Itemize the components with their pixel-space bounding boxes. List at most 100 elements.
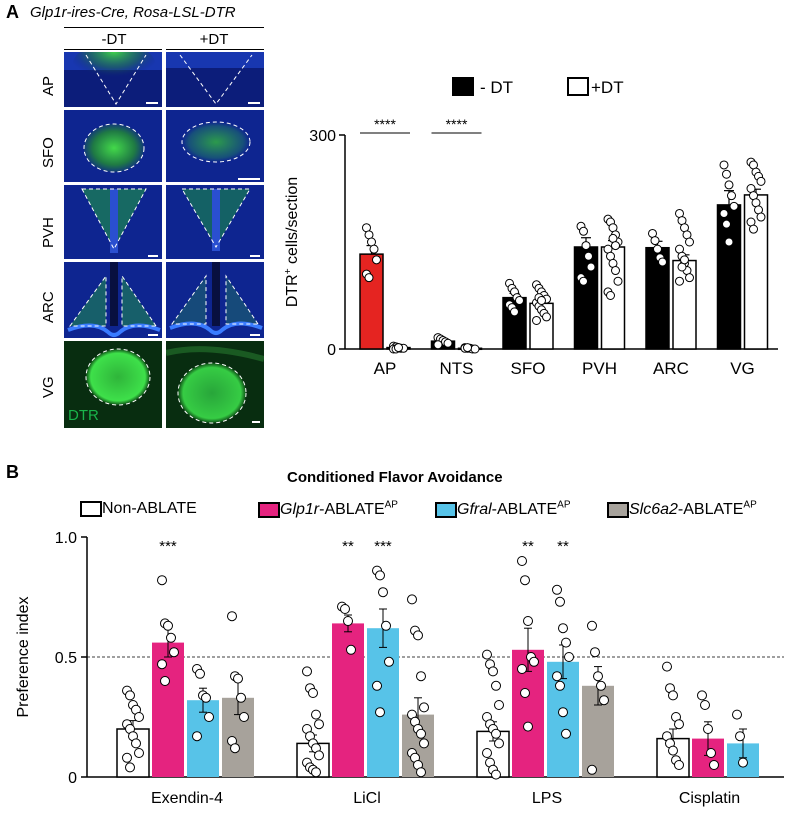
data-point xyxy=(311,709,321,720)
genotype-label: Glp1r-ires-Cre, Rosa-LSL-DTR xyxy=(30,4,236,21)
row-label-sfo: SFO xyxy=(40,137,57,168)
legend-swatch-plus-dt xyxy=(567,77,589,96)
y-label-sup: + xyxy=(283,268,294,274)
legend-text-slc6a2: -ABLATE xyxy=(677,501,744,519)
data-point xyxy=(581,241,591,251)
data-point xyxy=(579,276,588,286)
data-point xyxy=(596,680,606,691)
legend-text-glp1r: -ABLATE xyxy=(319,501,385,519)
legend-non-ablate: Non-ABLATE xyxy=(80,500,197,518)
data-point xyxy=(653,244,662,254)
data-point xyxy=(611,266,620,276)
significance-stars: **** xyxy=(446,116,468,132)
data-point xyxy=(470,344,480,354)
data-point xyxy=(236,692,246,703)
y-tick-label-b: 0.5 xyxy=(55,650,77,667)
x-tick-label-b: LiCl xyxy=(353,790,381,807)
panel-a-letter: A xyxy=(6,2,19,22)
data-point xyxy=(587,620,597,631)
data-point xyxy=(163,620,173,631)
preference-index-chart: 0 0.5 1.0 Preference index Exendin-4 LiCl LPS C… xyxy=(15,530,784,807)
data-point xyxy=(727,191,736,201)
data-point xyxy=(160,676,170,686)
legend-italic-slc6a2: Slc6a2 xyxy=(629,501,678,519)
micrograph-vg-plus-dt xyxy=(166,341,264,428)
legend-glp1r: Glp1r-ABLATEAP xyxy=(258,500,398,519)
data-point xyxy=(532,315,541,325)
data-point xyxy=(674,719,684,730)
data-point xyxy=(378,587,388,598)
data-point xyxy=(125,762,135,773)
legend-italic-gfral: Gfral xyxy=(457,501,492,519)
data-point xyxy=(729,201,739,211)
data-point xyxy=(433,340,443,350)
data-point xyxy=(381,620,391,631)
bar xyxy=(573,246,599,350)
data-point xyxy=(558,623,568,634)
data-point xyxy=(372,255,381,265)
data-point xyxy=(340,604,350,614)
data-point xyxy=(724,180,734,190)
y-tick-label-a: 300 xyxy=(309,128,336,145)
data-point xyxy=(394,343,403,353)
data-point xyxy=(233,673,243,684)
bar xyxy=(187,700,219,777)
data-point xyxy=(552,584,562,595)
x-tick-label-a: ARC xyxy=(653,359,689,378)
data-point xyxy=(520,688,530,698)
legend-swatch-non-ablate xyxy=(80,501,102,517)
column-label-plus-dt: +DT xyxy=(199,31,229,48)
data-point xyxy=(134,712,144,722)
data-point xyxy=(606,291,615,300)
data-point xyxy=(419,702,429,713)
bar xyxy=(367,628,399,777)
data-point xyxy=(419,738,429,749)
column-label-minus-dt: -DT xyxy=(101,31,127,48)
data-point xyxy=(735,731,745,742)
data-point xyxy=(482,748,492,758)
data-point xyxy=(314,719,324,730)
dtr-cells-chart: 0 300 DTR+ cells/section - DT +DT AP NTS SFO PVH… xyxy=(283,77,778,378)
data-point xyxy=(482,649,492,660)
legend-sup-glp1r: AP xyxy=(384,500,398,511)
data-point xyxy=(680,255,689,265)
legend-sup-slc6a2: AP xyxy=(743,500,757,511)
data-point xyxy=(564,652,574,662)
data-point xyxy=(724,237,734,247)
data-point xyxy=(510,307,519,317)
data-point xyxy=(134,748,144,758)
data-point xyxy=(375,570,385,581)
data-point xyxy=(384,656,394,667)
data-point xyxy=(227,611,237,622)
data-point xyxy=(722,169,731,179)
data-point xyxy=(668,745,678,756)
data-point xyxy=(157,659,167,670)
data-point xyxy=(555,680,565,691)
data-point xyxy=(561,637,571,648)
data-point xyxy=(590,647,600,658)
data-point xyxy=(517,556,527,566)
legend-swatch-glp1r xyxy=(258,501,280,518)
data-point xyxy=(166,632,176,643)
data-point xyxy=(611,241,620,251)
data-point xyxy=(529,656,539,667)
legend-label-plus-dt: +DT xyxy=(591,78,624,97)
x-tick-label-a: AP xyxy=(374,359,397,378)
data-point xyxy=(706,748,716,758)
data-point xyxy=(700,700,710,710)
x-tick-label-a: VG xyxy=(730,359,755,378)
data-point xyxy=(517,664,527,674)
data-point xyxy=(542,312,551,322)
legend-swatch-slc6a2 xyxy=(607,501,629,518)
data-point xyxy=(650,236,660,246)
legend-sup-gfral: AP xyxy=(557,500,571,511)
data-point xyxy=(463,343,472,353)
legend-slc6a2: Slc6a2-ABLATEAP xyxy=(607,500,757,519)
y-axis-label-a: DTR+ cells/section xyxy=(283,177,301,307)
data-point xyxy=(125,690,135,701)
x-tick-label-a: NTS xyxy=(440,359,474,378)
legend-swatch-gfral xyxy=(435,501,457,518)
data-point xyxy=(122,752,132,763)
panel-b-letter: B xyxy=(6,462,19,482)
data-point xyxy=(416,767,426,778)
